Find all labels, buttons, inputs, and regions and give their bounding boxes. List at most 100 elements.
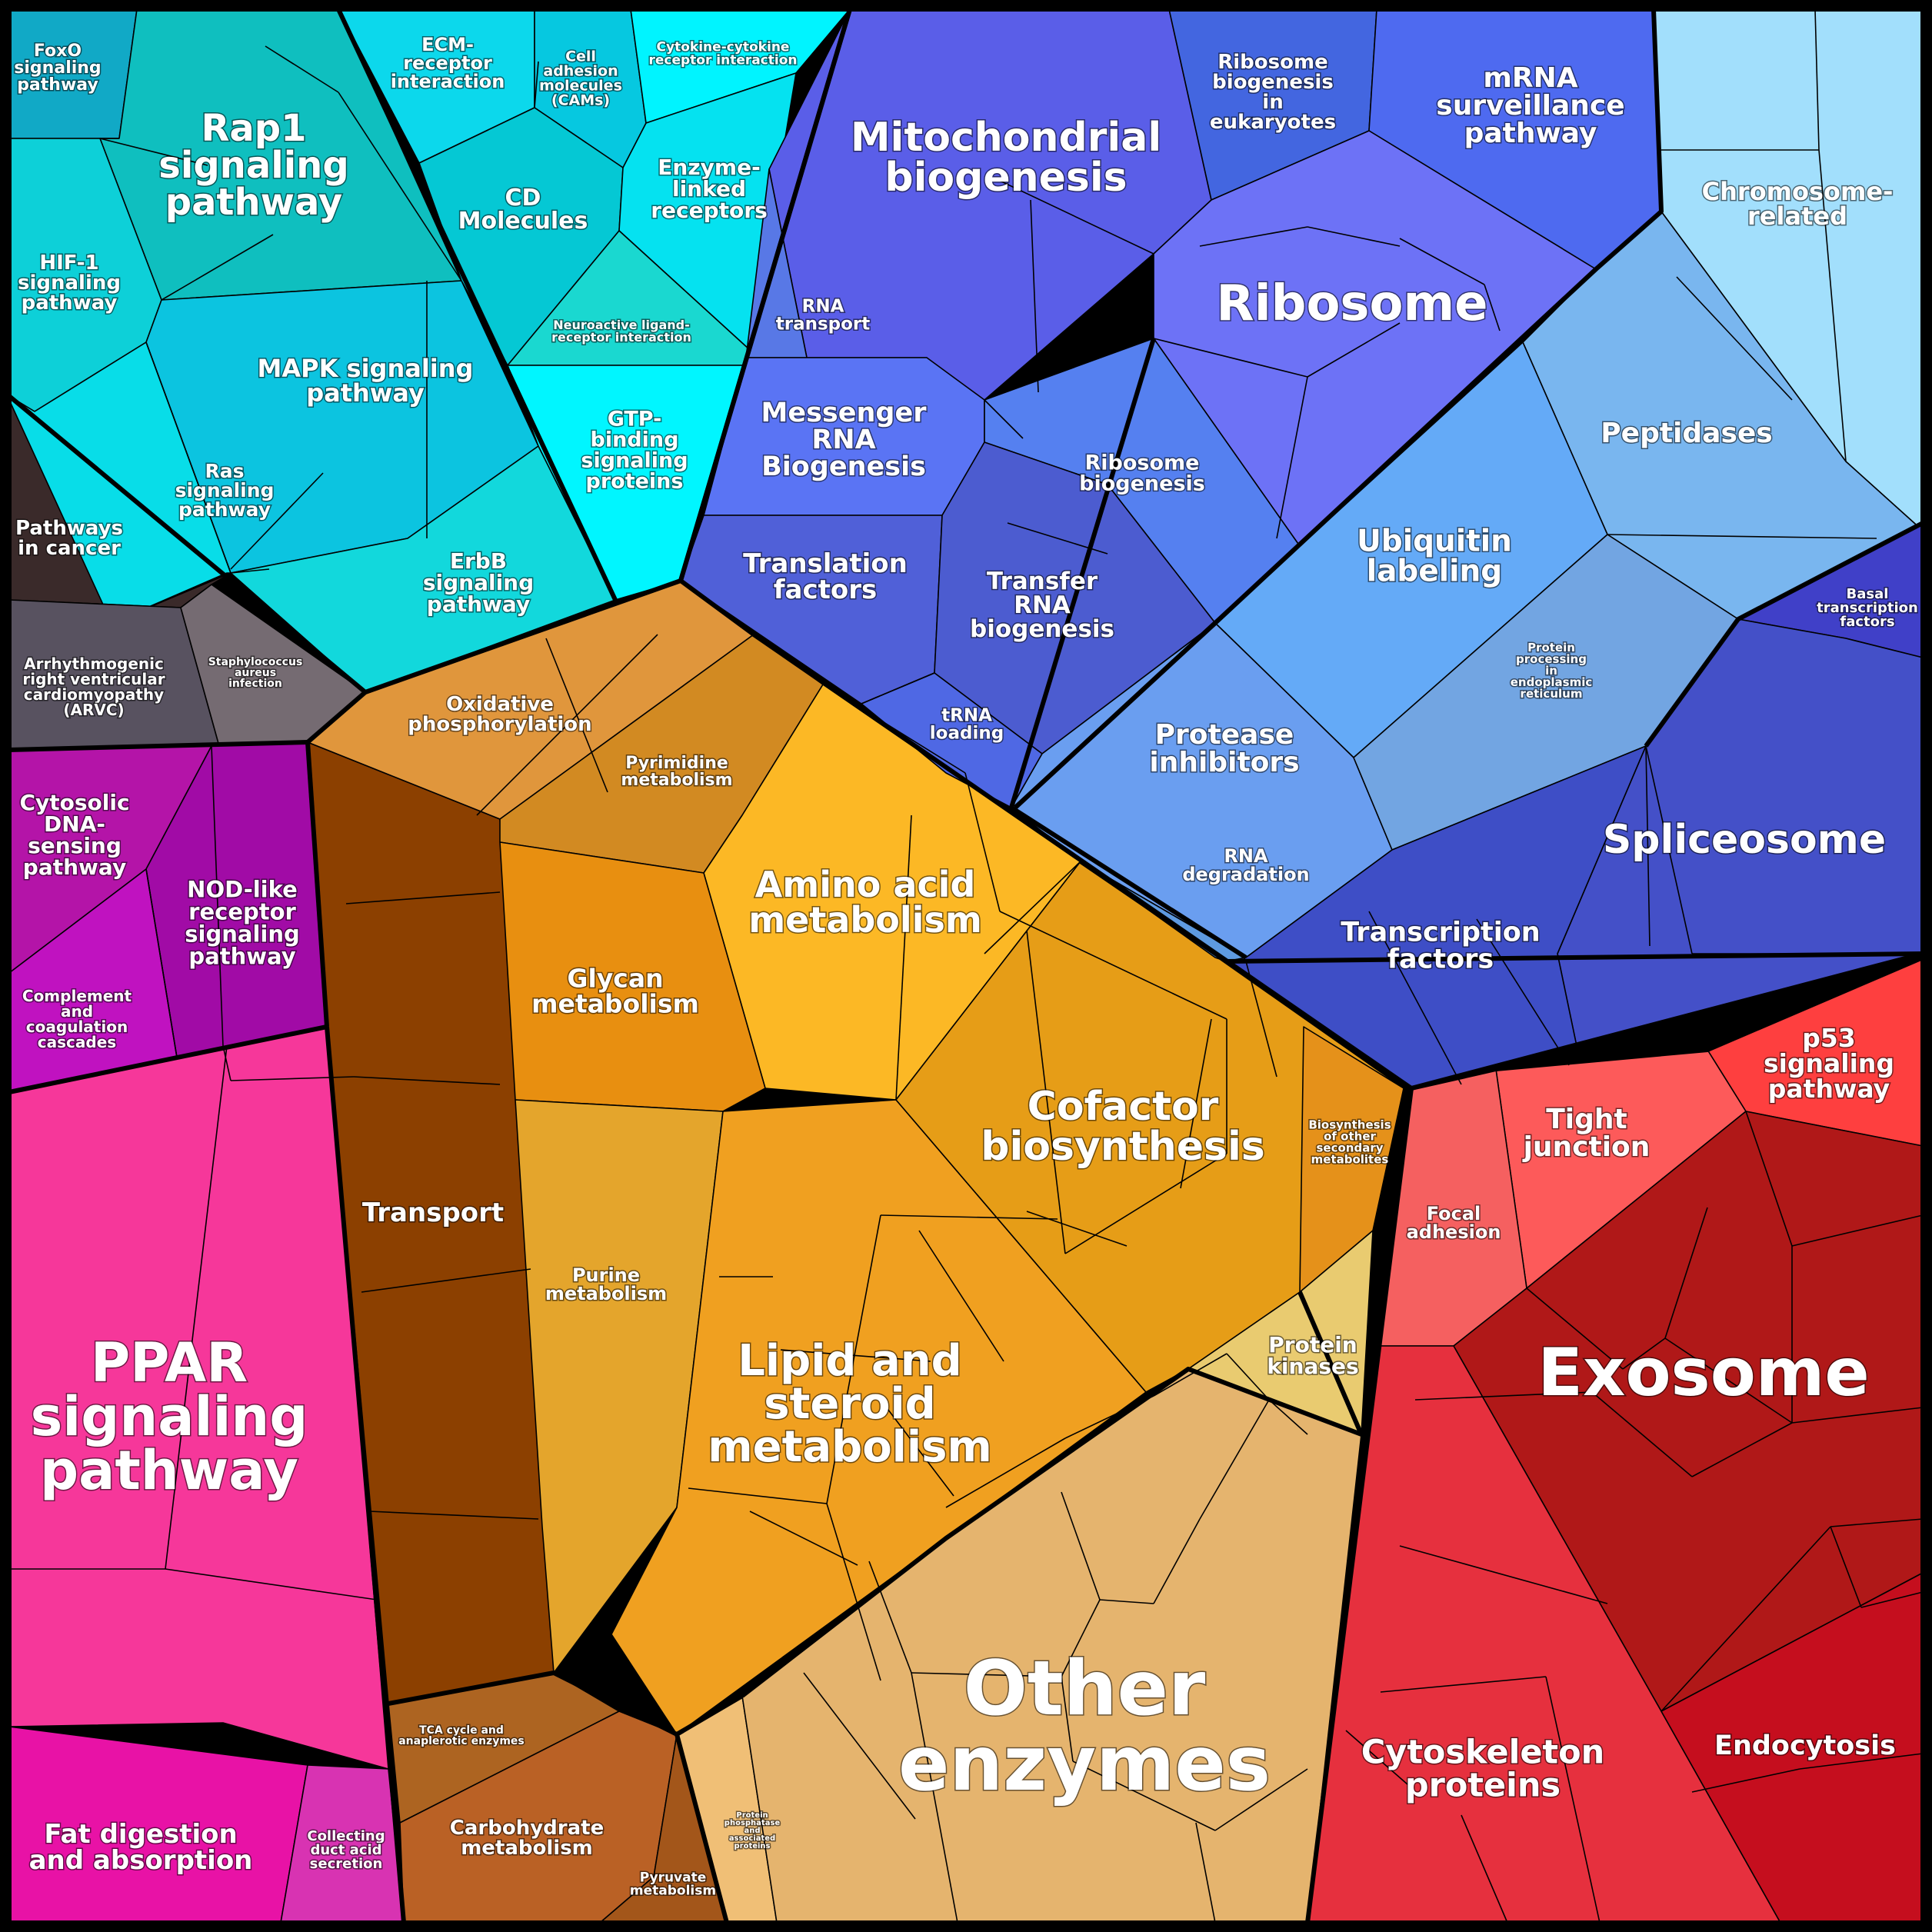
mapk-label: MAPK signaling pathway	[258, 354, 474, 408]
subdivision-line	[1645, 745, 1693, 954]
group-boundary	[1411, 955, 1924, 1091]
group-boundary	[1226, 951, 1924, 964]
label-line: metabolism	[748, 899, 982, 941]
label-line: kinases	[1267, 1354, 1358, 1379]
label-line: DNA-	[44, 811, 105, 837]
cytoskeleton-label: Cytoskeleton proteins	[1361, 1734, 1605, 1805]
label-line: biogenesis	[970, 615, 1114, 643]
ribo-euk-label: Ribosome biogenesis in eukaryotes	[1210, 51, 1336, 134]
subdivision-line	[353, 1076, 501, 1085]
subdivision-line	[1368, 911, 1462, 1085]
subdivision-line	[1399, 1545, 1608, 1604]
glycan-cell	[499, 841, 766, 1112]
label-line: processing	[1516, 652, 1587, 666]
label-line: RNA	[1224, 845, 1268, 867]
subdivision-line	[368, 1511, 539, 1520]
label-line: Complement	[22, 987, 132, 1005]
subdivision-line	[1526, 1287, 1624, 1370]
label-line: Cofactor	[1028, 1084, 1219, 1130]
label-line: metabolism	[621, 771, 732, 790]
subdivision-line	[984, 399, 1024, 439]
label-line: pathway	[22, 291, 118, 315]
subdivision-line	[1476, 918, 1570, 1066]
cell-layer	[8, 8, 1924, 1924]
label-line: Cytokine-cytokine	[657, 40, 790, 55]
label-line: MAPK signaling	[258, 354, 474, 383]
label-line: Messenger	[761, 398, 928, 428]
subdivision-line	[345, 891, 501, 904]
subdivision-line	[1064, 1153, 1227, 1254]
label-line: cardiomyopathy	[24, 685, 164, 704]
label-line: biogenesis	[1212, 71, 1334, 94]
label-line: Basal	[1847, 586, 1889, 602]
label-line: Endocytosis	[1714, 1730, 1896, 1761]
subdivision-line	[1061, 1676, 1074, 1762]
label-line: receptor interaction	[648, 53, 797, 68]
label-line: pathway	[427, 591, 530, 617]
exosome-label: Exosome	[1537, 1334, 1870, 1411]
trna-load-label: tRNA loading	[930, 706, 1004, 744]
subdivision-line	[1799, 1753, 1924, 1770]
label-line: Transport	[362, 1198, 504, 1228]
tf-label: Transcription factors	[1341, 918, 1540, 975]
label-line: Molecules	[458, 208, 588, 235]
subdivision-line	[964, 772, 1001, 912]
label-line: Cytosolic	[19, 790, 129, 815]
tca-label: TCA cycle and anaplerotic enzymes	[398, 1724, 525, 1747]
label-line: adhesion	[543, 63, 618, 80]
subdivision-line	[1072, 1760, 1216, 1831]
label-line: receptors	[651, 198, 768, 223]
subdivision-line	[1153, 1518, 1201, 1604]
label-line: Chromosome-	[1702, 177, 1894, 206]
hif1-label: HIF-1 signaling pathway	[18, 251, 121, 315]
label-line: of other	[1324, 1130, 1376, 1144]
rna-transport-label: RNA transport	[776, 297, 871, 335]
cofactor-label: Cofactor biosynthesis	[981, 1084, 1265, 1170]
subdivision-line	[230, 568, 270, 574]
label-line: in	[1262, 91, 1283, 114]
cd-label: CD Molecules	[458, 185, 588, 235]
label-line: related	[1747, 202, 1847, 231]
subdivision-line	[826, 1214, 881, 1504]
subdivision-line	[161, 234, 274, 301]
subdivision-line	[780, 1349, 931, 1362]
label-line: Tight	[1546, 1104, 1627, 1135]
label-line: RNA	[811, 425, 875, 455]
subdivision-line	[1153, 1353, 1227, 1397]
label-line: Carbohydrate	[450, 1817, 604, 1840]
label-line: (ARVC)	[63, 701, 124, 719]
label-line: in cancer	[18, 537, 121, 560]
label-line: Glycan	[567, 963, 663, 993]
label-line: surveillance	[1436, 90, 1624, 122]
label-line: cascades	[38, 1033, 116, 1051]
label-line: Arrhythmogenic	[24, 655, 164, 673]
label-line: metabolism	[461, 1837, 593, 1860]
subdivision-line	[1099, 1599, 1154, 1604]
lipid-label: Lipid and steroid metabolism	[708, 1336, 992, 1472]
subdivision-line	[1153, 338, 1308, 378]
subdivision-line	[1661, 1526, 1831, 1712]
label-line: Exosome	[1537, 1334, 1870, 1411]
label-line: loading	[930, 724, 1004, 744]
label-line: tRNA	[941, 706, 992, 726]
label-line: sensing	[28, 833, 122, 858]
label-line: Staphylococcus	[208, 656, 303, 668]
glycan-label: Glycan metabolism	[531, 963, 699, 1018]
cytokine-label: Cytokine-cytokine receptor interaction	[648, 40, 797, 68]
label-line: signaling	[158, 144, 348, 187]
subdivision-layer	[9, 8, 1924, 1924]
endocytosis-label: Endocytosis	[1714, 1730, 1896, 1761]
group-boundary	[8, 394, 367, 695]
subdivision-line	[1691, 1768, 1800, 1793]
subdivision-line	[230, 472, 324, 570]
complement-label: Complement and coagulation cascades	[22, 987, 132, 1051]
label-line: Lipid and	[738, 1336, 961, 1386]
subdivision-line	[1645, 745, 1651, 947]
subdivision-line	[1226, 1353, 1270, 1401]
group-boundary	[1213, 8, 1664, 625]
label-line: GTP-	[608, 407, 662, 431]
oxphos-label: Oxidative phosphorylation	[408, 693, 591, 736]
label-line: adhesion	[1407, 1221, 1501, 1243]
label-line: molecules	[539, 78, 622, 95]
label-line: FoxO	[34, 42, 82, 61]
